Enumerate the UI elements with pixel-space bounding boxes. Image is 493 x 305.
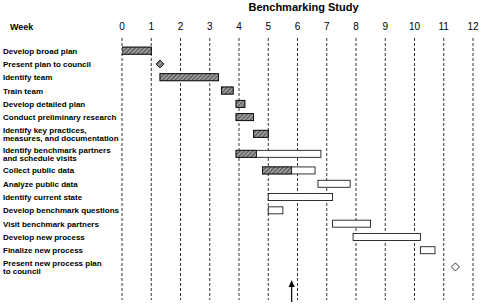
task-label: Collect public data bbox=[3, 166, 75, 175]
task-label: Finalize new process bbox=[3, 246, 84, 255]
grid-line bbox=[151, 38, 152, 300]
task-label-line: Visit benchmark partners bbox=[3, 220, 99, 229]
task-label: Present new process planto council bbox=[3, 259, 102, 277]
task-label: Develop benchmark questions bbox=[3, 206, 120, 215]
task-label-line: Conduct preliminary research bbox=[3, 113, 116, 122]
task-label-line: Train team bbox=[3, 87, 43, 96]
task-progress bbox=[262, 167, 291, 174]
tick-label: 10 bbox=[409, 21, 421, 32]
tick-label: 2 bbox=[178, 21, 184, 32]
grid-line bbox=[122, 38, 123, 300]
task-label-line: Finalize new process bbox=[3, 246, 84, 255]
task-bar bbox=[236, 100, 245, 107]
task-progress bbox=[236, 114, 254, 121]
grid-line bbox=[326, 38, 327, 300]
task-bar bbox=[353, 233, 420, 240]
task-label-line: Develop benchmark questions bbox=[3, 206, 120, 215]
task-progress bbox=[122, 47, 151, 54]
tick-label: 1 bbox=[148, 21, 154, 32]
task-label: Develop new process bbox=[3, 233, 85, 242]
task-label: Present plan to council bbox=[3, 60, 91, 69]
task-label: Conduct preliminary research bbox=[3, 113, 116, 122]
task-label: Train team bbox=[3, 87, 43, 96]
task-label-line: Develop detailed plan bbox=[3, 100, 85, 109]
grid-line bbox=[385, 38, 386, 300]
task-progress bbox=[236, 150, 256, 157]
task-label: Identify benchmark partnersand schedule … bbox=[3, 146, 111, 164]
x-label: Week bbox=[10, 22, 34, 32]
task-bar bbox=[262, 167, 315, 174]
task-progress bbox=[221, 87, 233, 94]
task-bar bbox=[318, 180, 350, 187]
tick-label: 3 bbox=[207, 21, 213, 32]
task-label: Visit benchmark partners bbox=[3, 220, 99, 229]
task-label-line: measures, and documentation bbox=[3, 134, 119, 143]
tick-label: 6 bbox=[295, 21, 301, 32]
task-label-line: to council bbox=[3, 267, 41, 276]
grid-line bbox=[443, 38, 444, 300]
status-arrow-head bbox=[289, 280, 295, 287]
task-bar bbox=[268, 194, 332, 201]
task-label: Develop broad plan bbox=[3, 47, 77, 56]
task-label-line: Develop new process bbox=[3, 233, 85, 242]
task-label-line: and schedule visits bbox=[3, 154, 77, 163]
task-label-line: Collect public data bbox=[3, 166, 75, 175]
milestone bbox=[451, 263, 459, 271]
task-label-line: Identify current state bbox=[3, 193, 83, 202]
task-progress bbox=[254, 130, 269, 137]
task-label: Develop detailed plan bbox=[3, 100, 85, 109]
grid-line bbox=[414, 38, 415, 300]
task-label-line: Identify team bbox=[3, 73, 52, 82]
task-label-line: Analyze public data bbox=[3, 180, 78, 189]
task-label-line: Develop broad plan bbox=[3, 47, 77, 56]
task-label-line: Present plan to council bbox=[3, 60, 91, 69]
task-bar bbox=[236, 114, 254, 121]
title: Benchmarking Study bbox=[248, 1, 359, 13]
task-bar bbox=[160, 74, 219, 81]
tick-label: 8 bbox=[353, 21, 359, 32]
task-bar bbox=[268, 207, 283, 214]
tick-label: 5 bbox=[265, 21, 271, 32]
task-bar bbox=[122, 47, 151, 54]
milestone bbox=[156, 60, 164, 68]
status-arrow bbox=[289, 280, 295, 302]
tick-label: 4 bbox=[236, 21, 242, 32]
task-bar bbox=[420, 247, 435, 254]
task-label: Identify key practices,measures, and doc… bbox=[3, 126, 119, 144]
task-bar bbox=[221, 87, 233, 94]
grid-line bbox=[473, 38, 474, 300]
bars bbox=[122, 47, 459, 271]
grid-line bbox=[356, 38, 357, 300]
tick-label: 11 bbox=[439, 21, 450, 32]
tick-label: 12 bbox=[467, 21, 479, 32]
tick-label: 9 bbox=[382, 21, 388, 32]
task-progress bbox=[160, 74, 219, 81]
tick-label: 7 bbox=[324, 21, 330, 32]
task-label: Analyze public data bbox=[3, 180, 78, 189]
task-label: Identify current state bbox=[3, 193, 83, 202]
task-progress bbox=[236, 100, 245, 107]
task-bar bbox=[236, 150, 321, 157]
tick-label: 0 bbox=[119, 21, 125, 32]
grid-line bbox=[239, 38, 240, 300]
task-labels: Develop broad plan Present plan to counci… bbox=[3, 47, 120, 277]
task-bar bbox=[333, 220, 371, 227]
task-bar bbox=[254, 130, 269, 137]
chart: Benchmarking StudyWeek0123456789101112De… bbox=[0, 0, 493, 305]
task-label: Identify team bbox=[3, 73, 52, 82]
